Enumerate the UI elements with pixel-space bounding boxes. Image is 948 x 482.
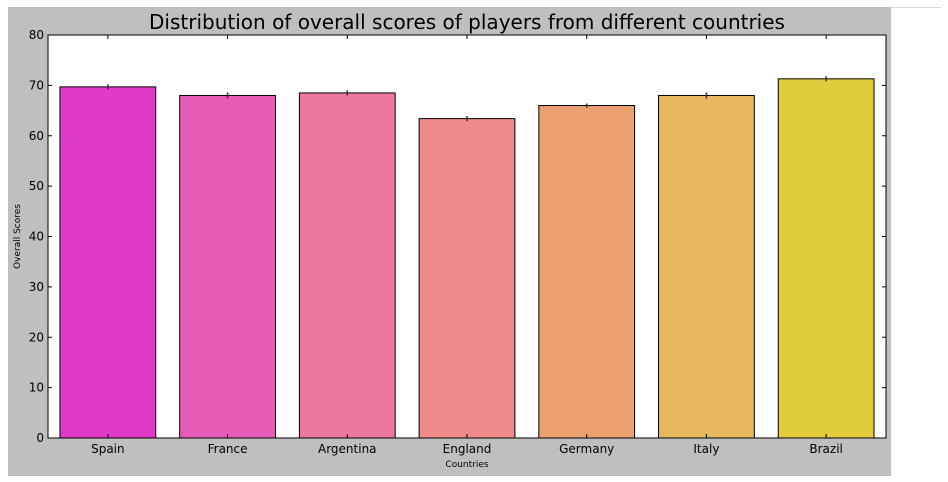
y-tick-label: 60 — [29, 129, 44, 143]
x-axis: Spain France Argentina England Germany Italy B… — [91, 35, 843, 456]
page-divider — [891, 7, 941, 8]
y-axis-title: Overall Scores — [13, 204, 23, 269]
y-tick-label: 80 — [29, 28, 44, 42]
x-tick-label: France — [208, 442, 248, 456]
y-tick-label: 0 — [36, 431, 44, 445]
bar — [59, 86, 157, 439]
bar — [538, 105, 636, 439]
error-bars-group — [107, 76, 827, 122]
y-tick-label: 40 — [29, 230, 44, 244]
bars-group — [59, 78, 875, 439]
y-axis: 0 10 20 30 40 50 60 70 80 — [29, 28, 886, 445]
bar — [179, 94, 276, 439]
x-axis-title: Countries — [445, 460, 488, 470]
bar — [298, 92, 396, 439]
y-tick-label: 50 — [29, 179, 44, 193]
x-tick-label: England — [443, 442, 492, 456]
x-tick-label: Argentina — [318, 442, 377, 456]
x-tick-label: Spain — [91, 442, 125, 456]
x-tick-label: Germany — [559, 442, 614, 456]
y-tick-label: 10 — [29, 381, 44, 395]
y-tick-label: 30 — [29, 280, 44, 294]
chart-title: Distribution of overall scores of player… — [149, 10, 785, 34]
bar — [777, 78, 875, 439]
y-tick-label: 70 — [29, 78, 44, 92]
bar — [418, 118, 516, 439]
x-tick-label: Brazil — [809, 442, 843, 456]
bar — [658, 94, 755, 439]
x-tick-label: Italy — [693, 442, 719, 456]
y-tick-label: 20 — [29, 330, 44, 344]
